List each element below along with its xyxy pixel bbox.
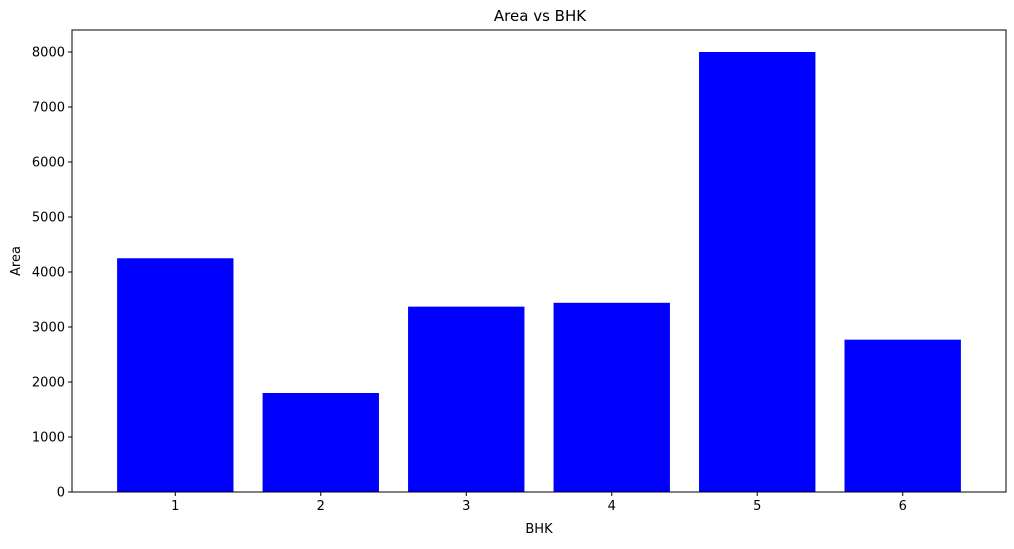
x-tick-label: 3: [462, 499, 470, 514]
y-axis-ticks: 0 1000 2000 3000 4000 5000 6000 7000 8000: [32, 46, 72, 501]
chart-title: Area vs BHK: [494, 7, 587, 25]
x-tick-label: 1: [171, 499, 179, 514]
bar-bhk-2: [262, 393, 379, 492]
bar-bhk-5: [699, 52, 816, 492]
x-axis-label: BHK: [525, 522, 553, 537]
y-tick-label: 4000: [32, 266, 65, 281]
y-tick-label: 2000: [32, 376, 65, 391]
bar-bhk-1: [117, 258, 234, 492]
y-tick-label: 1000: [32, 431, 65, 446]
plot-frame: [71, 29, 1007, 493]
y-tick-label: 6000: [32, 156, 65, 171]
y-tick-label: 5000: [32, 211, 65, 226]
x-tick-label: 2: [317, 499, 325, 514]
x-tick-label: 6: [899, 499, 907, 514]
y-axis-label: Area: [9, 246, 24, 276]
bar-bhk-6: [844, 339, 961, 492]
x-tick-label: 5: [753, 499, 761, 514]
bars-group: [117, 52, 961, 492]
x-axis-ticks: 1 2 3 4 5 6: [171, 492, 907, 514]
y-tick-label: 0: [57, 486, 65, 501]
y-tick-label: 7000: [32, 101, 65, 116]
bar-bhk-3: [408, 306, 525, 492]
y-tick-label: 8000: [32, 46, 65, 61]
y-tick-label: 3000: [32, 321, 65, 336]
x-tick-label: 4: [608, 499, 616, 514]
bar-bhk-4: [553, 302, 670, 492]
